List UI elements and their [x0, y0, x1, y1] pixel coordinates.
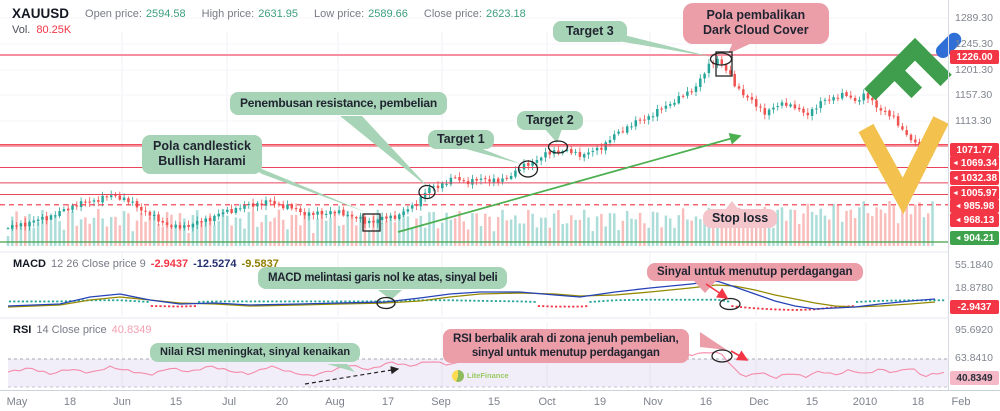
- red-exit-arrow: [730, 350, 749, 361]
- price-badge: ◄ 1032.38: [950, 171, 999, 185]
- symbol-header: XAUUSD Open price: 2594.58 High price: 2…: [12, 6, 526, 21]
- price-badge: 1071.77: [950, 143, 999, 157]
- time-axis-label: Dec: [749, 396, 769, 408]
- target1-circle: [517, 160, 539, 178]
- time-axis-label: 16: [699, 396, 713, 408]
- price-badge: ◄ 985.98: [950, 199, 999, 213]
- watermark-icon: [452, 370, 464, 382]
- macd-pane: [7, 280, 945, 311]
- axis-tick: 95.6920: [955, 324, 993, 336]
- time-axis-label: Nov: [643, 396, 663, 408]
- time-axis-label: Jul: [221, 396, 237, 408]
- target2-circle: [547, 140, 569, 154]
- time-axis-label: 15: [487, 396, 501, 408]
- annotations: [240, 33, 765, 385]
- callout-rsi-rising: Nilai RSI meningkat, sinyal kenaikan: [150, 343, 361, 363]
- price-badge: ◄ 1069.34: [950, 156, 999, 170]
- rsi-turn-circle: [711, 349, 733, 363]
- callout-bullish-harami: Pola candlestick Bullish Harami: [142, 135, 262, 174]
- callout-macd-close-signal: Sinyal untuk menutup perdagangan: [647, 263, 863, 282]
- volume-readout: Vol. 80.25K: [12, 24, 72, 36]
- callout-target-3: Target 3: [553, 21, 627, 43]
- macd-cross-down-circle: [719, 297, 741, 311]
- rsi-legend[interactable]: RSI 14 Close price 40.8349: [13, 324, 152, 336]
- low-price: Low price: 2589.66: [314, 7, 408, 20]
- callout-target-2: Target 2: [517, 111, 583, 131]
- price-badge: ◄ 904.21: [950, 231, 999, 245]
- callout-macd-buy-signal: MACD melintasi garis nol ke atas, sinyal…: [258, 267, 508, 290]
- high-price: High price: 2631.95: [201, 7, 298, 20]
- price-badge: ◄ 968.13: [950, 213, 999, 227]
- time-axis-label: 2010: [852, 396, 878, 408]
- rsi-up-dashed-arrow: [304, 366, 400, 385]
- time-axis-label: 20: [275, 396, 289, 408]
- time-axis-label: 17: [381, 396, 395, 408]
- price-axis[interactable]: 1289.30 1245.30 1201.30 1157.30 1113.30 55.18…: [948, 0, 1000, 390]
- axis-tick: 1289.30: [955, 12, 993, 24]
- axis-tick: 1245.30: [955, 38, 993, 50]
- callout-target-1: Target 1: [428, 130, 494, 150]
- macd-line: [7, 280, 936, 310]
- axis-tick: 63.8410: [955, 352, 993, 364]
- time-axis-label: Oct: [538, 396, 556, 408]
- callout-rsi-overbought-close: RSI berbalik arah di zona jenuh pembelia…: [443, 329, 689, 364]
- price-badge: 40.8349: [950, 371, 999, 385]
- axis-tick: 18.8780: [955, 282, 993, 294]
- symbol-name[interactable]: XAUUSD: [12, 6, 70, 21]
- callout-stop-loss: Stop loss: [703, 209, 778, 229]
- axis-tick: 1113.30: [955, 115, 992, 127]
- callout-resistance-breakout: Penembusan resistance, pembelian: [230, 92, 448, 115]
- macd-legend[interactable]: MACD 12 26 Close price 9 -2.9437 -12.527…: [13, 258, 279, 270]
- time-axis-label: Feb: [951, 396, 971, 408]
- pane-separators: [0, 251, 948, 319]
- price-badge: 1226.00: [950, 50, 999, 64]
- macd-signal-line: [7, 284, 936, 308]
- open-price: Open price: 2594.58: [85, 7, 186, 20]
- close-price: Close price: 2623.18: [423, 7, 526, 20]
- time-axis-label: Aug: [325, 396, 345, 408]
- time-axis-label: May: [6, 396, 28, 408]
- time-axis-label: 15: [169, 396, 183, 408]
- time-axis-label: Jun: [113, 396, 131, 408]
- callout-dark-cloud-cover: Pola pembalikan Dark Cloud Cover: [683, 3, 829, 44]
- red-exit-arrow: [705, 283, 729, 299]
- bullish-harami-box: [362, 213, 381, 232]
- macd-cross-up-circle: [376, 296, 396, 310]
- price-badge: ◄ 1005.97: [950, 186, 999, 200]
- time-axis-label: 19: [593, 396, 607, 408]
- axis-tick: 55.1840: [955, 259, 993, 271]
- price-badge: -2.9437: [950, 300, 999, 314]
- candles: [6, 55, 934, 232]
- dark-cloud-circle: [709, 52, 733, 66]
- axis-tick: 1157.30: [955, 89, 993, 101]
- time-axis-label: 18: [63, 396, 77, 408]
- axis-tick: 1201.30: [955, 64, 993, 76]
- trend-arrow: [397, 133, 742, 233]
- watermark: LiteFinance: [452, 370, 509, 382]
- time-axis-label: Sep: [431, 396, 451, 408]
- time-axis-label: 15: [805, 396, 819, 408]
- time-axis[interactable]: May 18 Jun 15 Jul 20 Aug 17 Sep 15 Oct 19 Nov 16 Dec 15…: [0, 390, 1000, 411]
- time-axis-label: 18: [911, 396, 925, 408]
- breakout-circle: [418, 184, 436, 200]
